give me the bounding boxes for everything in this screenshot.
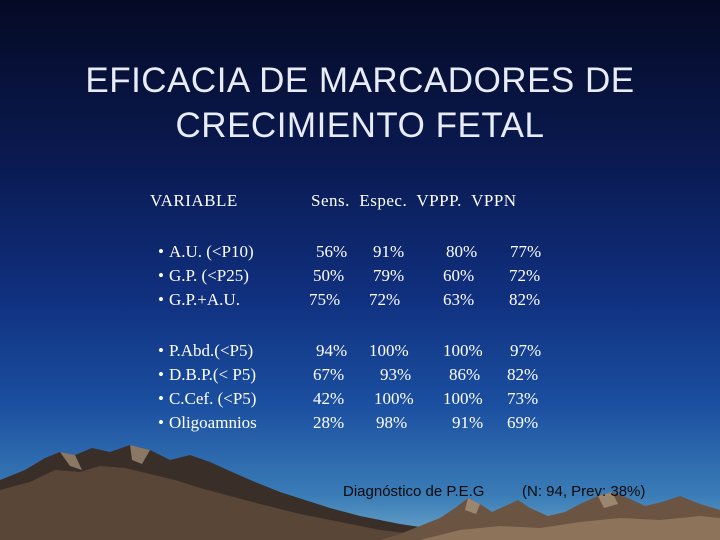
vppn-value: 77% (510, 242, 542, 261)
row-label: Oligoamnios (168, 413, 257, 432)
bullet-icon: • (158, 413, 164, 432)
row-ccef: • C.Cef. (<P5) (158, 388, 256, 410)
vppn-value: 82% (507, 365, 539, 384)
bullet-icon: • (158, 266, 164, 285)
header-columns: Sens. Espec. VPPP. VPPN (311, 191, 517, 210)
row-au: • A.U. (<P10) (158, 241, 254, 263)
row-label: D.B.P.(< P5) (168, 365, 257, 384)
espec-value: 72% (369, 290, 401, 309)
row-label: G.P.+A.U. (168, 290, 240, 309)
espec-value: 93% (380, 365, 412, 384)
vppn-value: 69% (507, 413, 539, 432)
sens-value: 50% (313, 266, 345, 285)
espec-value: 100% (374, 389, 414, 408)
vppp-value: 100% (443, 389, 483, 408)
sens-value: 42% (313, 389, 345, 408)
sens-value: 28% (313, 413, 345, 432)
mountain-range-illustration (0, 445, 720, 540)
vppp-value: 60% (443, 266, 475, 285)
footer-diagnosis: Diagnóstico de P.E.G (343, 483, 485, 500)
sens-value: 67% (313, 365, 345, 384)
title-line-2: CRECIMIENTO FETAL (175, 106, 545, 145)
bullet-icon: • (158, 365, 164, 384)
espec-value: 98% (376, 413, 408, 432)
row-gp-au: • G.P.+A.U. (158, 289, 240, 311)
footer-stats: (N: 94, Prev: 38%) (522, 483, 646, 500)
row-dbp: • D.B.P.(< P5) (158, 364, 256, 386)
vppp-value: 100% (443, 341, 483, 360)
vppn-value: 82% (509, 290, 541, 309)
vppn-value: 97% (510, 341, 542, 360)
espec-value: 100% (369, 341, 409, 360)
row-label: G.P. (<P25) (168, 266, 249, 285)
bullet-icon: • (158, 242, 164, 261)
vppp-value: 91% (452, 413, 484, 432)
sens-value: 56% (316, 242, 348, 261)
espec-value: 79% (373, 266, 405, 285)
vppp-value: 63% (443, 290, 475, 309)
row-gp: • G.P. (<P25) (158, 265, 249, 287)
espec-value: 91% (373, 242, 405, 261)
vppp-value: 80% (446, 242, 478, 261)
row-label: A.U. (<P10) (168, 242, 254, 261)
slide-title: EFICACIA DE MARCADORES DE CRECIMIENTO FE… (0, 58, 720, 148)
row-label: P.Abd.(<P5) (168, 341, 254, 360)
bullet-icon: • (158, 290, 164, 309)
vppp-value: 86% (449, 365, 481, 384)
row-pabd: • P.Abd.(<P5) (158, 340, 253, 362)
vppn-value: 72% (509, 266, 541, 285)
title-line-1: EFICACIA DE MARCADORES DE (85, 61, 635, 100)
vppn-value: 73% (507, 389, 539, 408)
bullet-icon: • (158, 341, 164, 360)
row-label: C.Cef. (<P5) (168, 389, 257, 408)
bullet-icon: • (158, 389, 164, 408)
sens-value: 94% (316, 341, 348, 360)
sens-value: 75% (309, 290, 341, 309)
row-oligoamnios: • Oligoamnios (158, 412, 257, 434)
header-variable: VARIABLE (150, 191, 238, 210)
